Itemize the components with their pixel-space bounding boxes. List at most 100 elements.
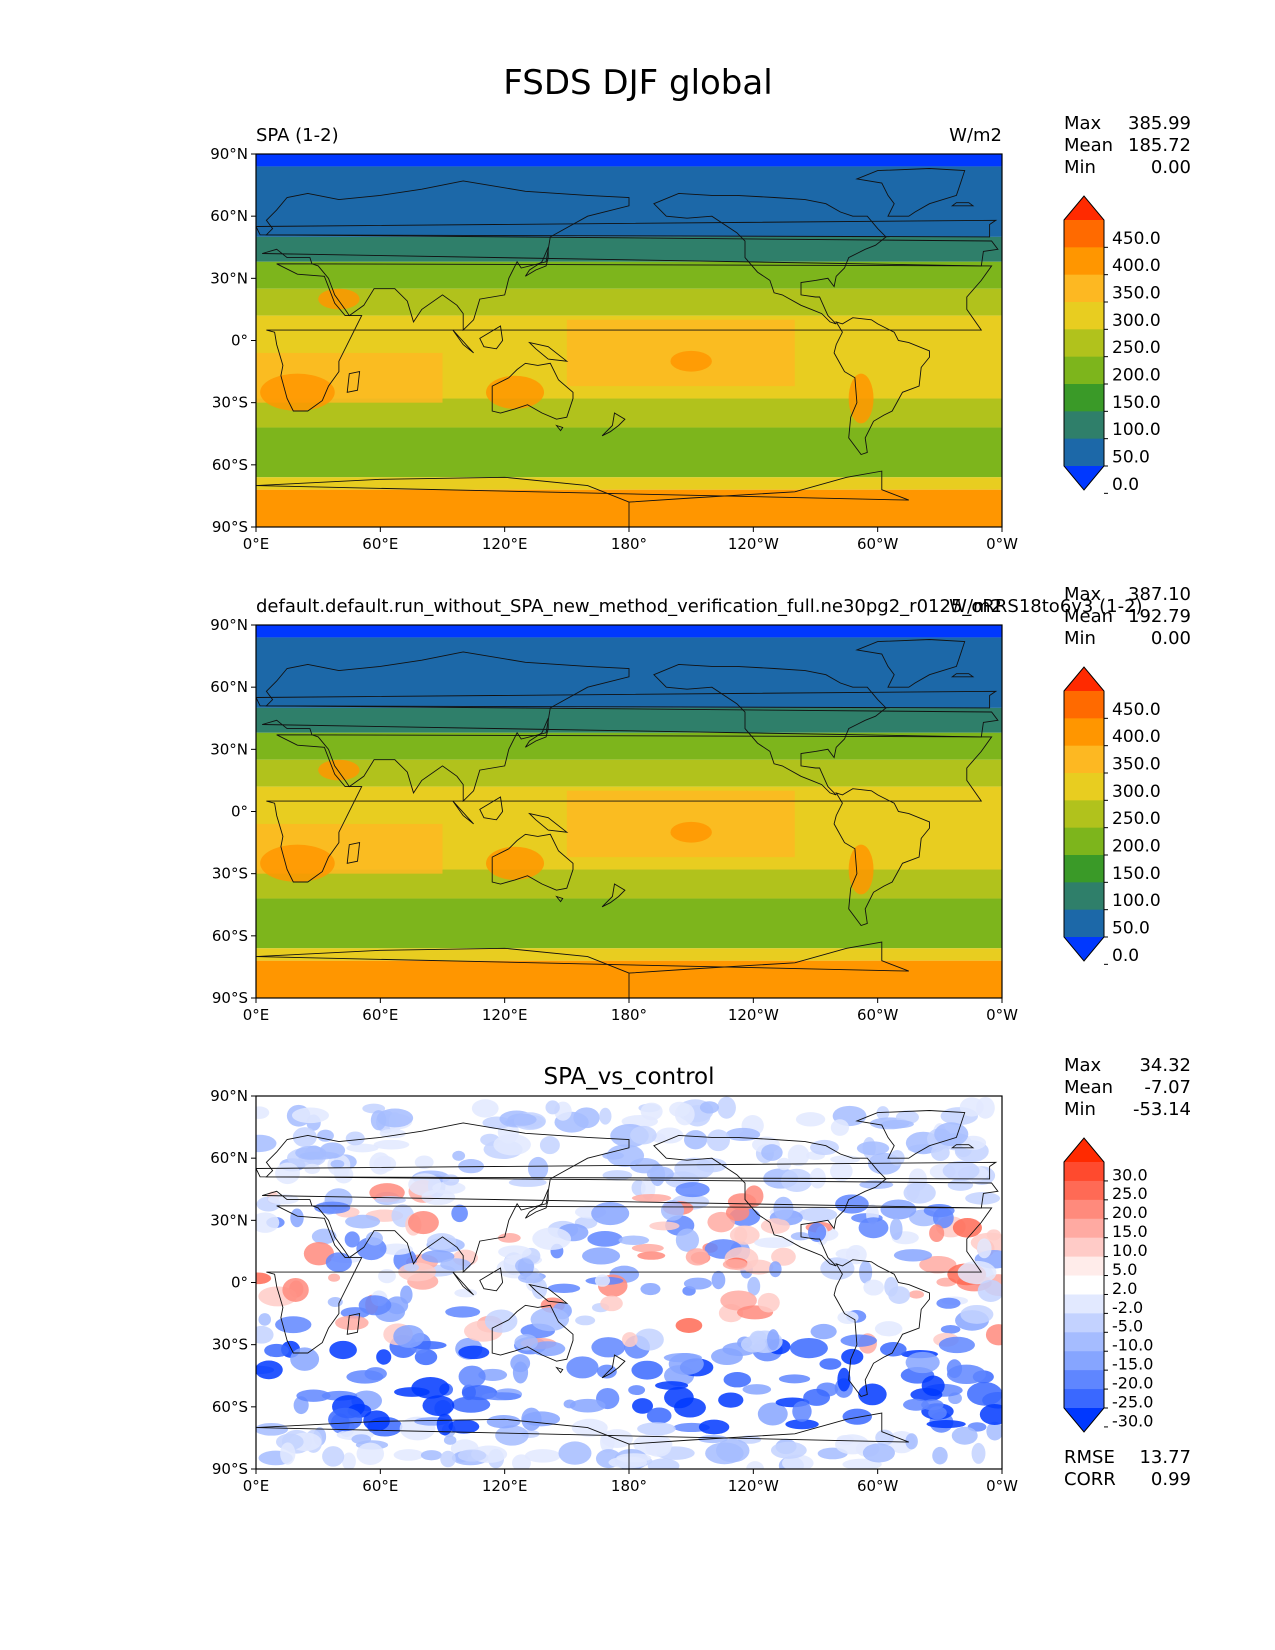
field-patch	[256, 1134, 277, 1153]
field-patch	[675, 1228, 700, 1252]
panel-3: 90°N 60°N 30°N 0° 30°S 60°S 90°S0°E 60°E 120°E 18…	[0, 1055, 1191, 1495]
coastline	[479, 1267, 504, 1292]
panel-units: W/m2	[949, 596, 1002, 617]
coastline	[88, 789, 183, 926]
colorbar-segment	[1064, 356, 1104, 385]
field-patch	[646, 1407, 672, 1424]
field-patch	[631, 1193, 672, 1203]
band	[256, 154, 1002, 167]
field-patch	[563, 1399, 576, 1409]
field-patch	[376, 1349, 392, 1365]
coastline	[256, 219, 998, 238]
field-patch	[451, 1396, 491, 1413]
colorbar-segment	[1064, 247, 1104, 276]
map-field-2	[0, 625, 1002, 998]
field-patch	[521, 1407, 542, 1431]
coastline	[653, 192, 887, 325]
field-patch	[723, 1372, 752, 1388]
colorbar-tick-label: 150.0	[1112, 393, 1161, 413]
field-patch	[524, 1449, 561, 1463]
field-patch	[451, 1204, 468, 1223]
colorbar-segment	[1064, 827, 1104, 856]
field-patch	[481, 1392, 522, 1401]
lon-tick-label: 120°W	[728, 1477, 779, 1495]
field-patch	[921, 1399, 944, 1411]
colorbar-tick-label: -25.0	[1112, 1392, 1153, 1411]
coastline	[555, 895, 564, 903]
colorbar-segment	[1064, 302, 1104, 330]
colorbar-tick-label: -5.0	[1112, 1317, 1143, 1336]
coastline	[346, 371, 361, 393]
field-patch	[632, 1398, 653, 1414]
colorbar-segment	[1064, 800, 1104, 829]
colorbar-extend-min	[1064, 937, 1104, 961]
colorbar-tick-label: 2.0	[1112, 1279, 1137, 1298]
coastline	[0, 942, 163, 998]
lat-tick-label: 0°	[231, 803, 248, 821]
lat-tick-label: 60°S	[212, 927, 248, 945]
field-patch	[778, 1374, 811, 1384]
field-patch	[819, 1358, 842, 1370]
field-patch	[436, 1413, 453, 1436]
field-patch	[792, 1401, 812, 1422]
field-patch	[977, 1279, 1002, 1302]
lat-tick-label: 30°S	[212, 1336, 248, 1354]
lat-tick-label: 0°	[231, 332, 248, 350]
field-patch	[903, 1398, 930, 1411]
colorbar-segment	[1064, 1162, 1104, 1182]
field-patch	[807, 1222, 827, 1242]
field-patch	[926, 1420, 966, 1429]
field-patch	[856, 1141, 890, 1156]
panel-left-title: SPA (1-2)	[256, 125, 339, 146]
colorbar-segment	[1064, 329, 1104, 358]
field-patch	[458, 1365, 486, 1388]
colorbar-tick-label: 100.0	[1112, 891, 1161, 911]
field-patch	[327, 1297, 343, 1307]
colorbar-segment	[1064, 1256, 1104, 1277]
colorbar-segment	[1064, 1389, 1104, 1409]
coastline	[0, 1135, 140, 1266]
coastline	[0, 652, 252, 801]
field-patch	[696, 1158, 727, 1173]
coastline	[491, 362, 574, 420]
colorbar-segment	[1064, 745, 1104, 774]
coastline	[0, 264, 246, 411]
stat-label: Min	[1064, 157, 1096, 178]
field-patch	[810, 1323, 837, 1340]
field-patch	[427, 1233, 457, 1250]
lon-tick-label: 60°W	[857, 1477, 899, 1495]
field-patch	[875, 1429, 894, 1446]
field-patch	[848, 373, 874, 424]
field-patch	[256, 1212, 280, 1233]
colorbar-segment	[1064, 1332, 1104, 1352]
lon-tick-label: 60°E	[362, 535, 398, 553]
lat-tick-label: 90°S	[212, 1460, 248, 1478]
field-patch	[683, 1130, 708, 1150]
coastline	[256, 1161, 998, 1180]
panel-left-title: default.default.run_without_SPA_new_meth…	[256, 596, 1143, 617]
colorbar-tick-label: 350.0	[1112, 754, 1161, 774]
field-patch	[314, 1201, 351, 1214]
field-patch	[770, 1441, 807, 1459]
field-patch	[769, 1261, 782, 1278]
field-patch	[393, 1449, 424, 1461]
field-patch	[888, 1286, 911, 1304]
field-patch	[649, 1221, 680, 1231]
stat-value: 13.77	[1139, 1447, 1191, 1468]
field-patch	[573, 1107, 600, 1129]
map-field-1	[0, 154, 1002, 527]
field-patch	[330, 1159, 345, 1169]
stat-value: 387.10	[1128, 584, 1191, 605]
field-patch	[835, 1248, 860, 1260]
field-patch	[637, 1422, 676, 1436]
field-patch	[835, 1434, 870, 1455]
field-patch	[571, 1418, 608, 1437]
field-patch	[720, 1290, 757, 1311]
lon-tick-label: 120°W	[728, 1006, 779, 1024]
coastline	[0, 1123, 252, 1272]
field-patch	[345, 1214, 381, 1229]
band	[256, 288, 1002, 316]
field-patch	[484, 1309, 518, 1333]
field-patch	[512, 1361, 529, 1384]
